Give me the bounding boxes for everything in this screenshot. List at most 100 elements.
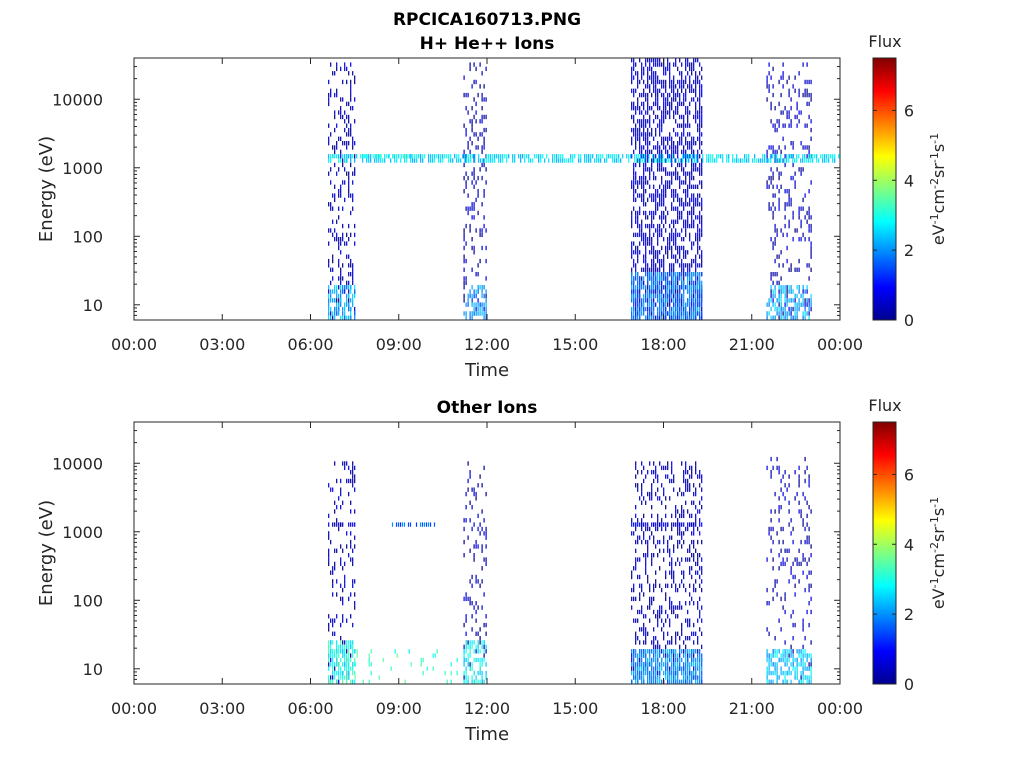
flux-cell bbox=[471, 662, 473, 667]
flux-cell bbox=[362, 154, 364, 159]
flux-cell bbox=[695, 114, 697, 120]
flux-cell bbox=[639, 627, 641, 632]
flux-cell bbox=[340, 644, 342, 650]
flux-cell bbox=[792, 657, 794, 663]
flux-cell bbox=[640, 158, 642, 163]
flux-cell bbox=[697, 618, 699, 623]
flux-cell bbox=[794, 171, 796, 176]
colorbar-title: Flux bbox=[868, 396, 901, 415]
flux-cell bbox=[804, 215, 806, 220]
flux-cell bbox=[665, 496, 667, 501]
flux-cell bbox=[360, 154, 362, 159]
flux-cell bbox=[681, 114, 683, 120]
flux-cell bbox=[649, 123, 651, 128]
flux-cell bbox=[806, 311, 808, 316]
flux-cell bbox=[657, 267, 659, 272]
flux-cell bbox=[348, 491, 350, 497]
flux-cell bbox=[655, 644, 657, 650]
flux-cell bbox=[695, 470, 697, 475]
flux-cell bbox=[673, 579, 675, 584]
flux-cell bbox=[649, 596, 651, 602]
flux-cell bbox=[498, 158, 500, 163]
flux-cell bbox=[780, 657, 782, 663]
flux-cell bbox=[635, 62, 637, 67]
flux-cell bbox=[768, 631, 770, 636]
flux-cell bbox=[810, 298, 812, 303]
flux-cell bbox=[677, 662, 679, 667]
flux-cell bbox=[481, 483, 483, 488]
flux-cell bbox=[485, 97, 487, 102]
flux-cell bbox=[475, 306, 477, 312]
flux-cell bbox=[637, 670, 639, 676]
flux-cell bbox=[687, 636, 689, 641]
flux-cell bbox=[810, 254, 812, 259]
flux-cell bbox=[645, 666, 647, 671]
flux-cell bbox=[800, 653, 802, 658]
flux-cell bbox=[653, 62, 655, 67]
flux-cell bbox=[681, 228, 683, 233]
flux-cell bbox=[689, 110, 691, 115]
flux-cell bbox=[694, 158, 696, 163]
flux-cell bbox=[588, 158, 590, 163]
flux-cell bbox=[659, 285, 661, 290]
flux-cell bbox=[485, 114, 487, 120]
flux-cell bbox=[657, 123, 659, 128]
flux-cell bbox=[328, 557, 330, 562]
flux-cell bbox=[659, 132, 661, 137]
flux-cell bbox=[675, 149, 677, 155]
flux-cell bbox=[655, 228, 657, 233]
flux-cell bbox=[635, 557, 637, 562]
flux-cell bbox=[695, 649, 697, 654]
flux-cell bbox=[691, 289, 693, 294]
flux-cell bbox=[661, 605, 663, 610]
flux-cell bbox=[699, 653, 701, 658]
flux-cell bbox=[639, 145, 641, 150]
flux-cell bbox=[400, 158, 402, 163]
flux-cell bbox=[746, 154, 748, 159]
flux-cell bbox=[432, 653, 434, 658]
flux-cell bbox=[637, 315, 639, 320]
flux-cell bbox=[804, 302, 806, 307]
flux-cell bbox=[716, 158, 718, 163]
flux-cell bbox=[810, 657, 812, 663]
flux-cell bbox=[328, 171, 330, 176]
flux-cell bbox=[665, 250, 667, 255]
flux-cell bbox=[671, 219, 673, 224]
flux-cell bbox=[639, 596, 641, 602]
flux-cell bbox=[699, 302, 701, 307]
flux-cell bbox=[332, 622, 334, 628]
flux-cell bbox=[631, 88, 633, 93]
flux-cell bbox=[649, 649, 651, 654]
flux-cell bbox=[346, 461, 348, 466]
flux-cell bbox=[701, 202, 703, 207]
flux-cell bbox=[780, 561, 782, 567]
flux-cell bbox=[800, 657, 802, 663]
flux-cell bbox=[776, 298, 778, 303]
flux-cell bbox=[342, 679, 344, 684]
flux-cell bbox=[685, 202, 687, 207]
flux-cell bbox=[683, 653, 685, 658]
colorbar-tick-label: 0 bbox=[904, 311, 914, 330]
flux-cell bbox=[794, 666, 796, 671]
flux-cell bbox=[699, 679, 701, 684]
flux-cell bbox=[637, 574, 639, 580]
flux-cell bbox=[641, 267, 643, 272]
flux-cell bbox=[774, 237, 776, 242]
flux-cell bbox=[675, 106, 677, 111]
flux-cell bbox=[483, 679, 485, 684]
flux-cell bbox=[681, 88, 683, 93]
flux-cell bbox=[657, 206, 659, 211]
flux-cell bbox=[669, 237, 671, 242]
flux-cell bbox=[683, 145, 685, 150]
flux-cell bbox=[683, 127, 685, 133]
flux-cell bbox=[808, 679, 810, 684]
flux-cell bbox=[340, 557, 342, 562]
flux-cell bbox=[788, 289, 790, 294]
flux-cell bbox=[689, 184, 691, 189]
flux-cell bbox=[687, 526, 689, 532]
flux-cell bbox=[766, 649, 768, 654]
flux-cell bbox=[657, 202, 659, 207]
flux-cell bbox=[661, 119, 663, 124]
flux-cell bbox=[655, 101, 657, 107]
flux-cell bbox=[471, 84, 473, 89]
